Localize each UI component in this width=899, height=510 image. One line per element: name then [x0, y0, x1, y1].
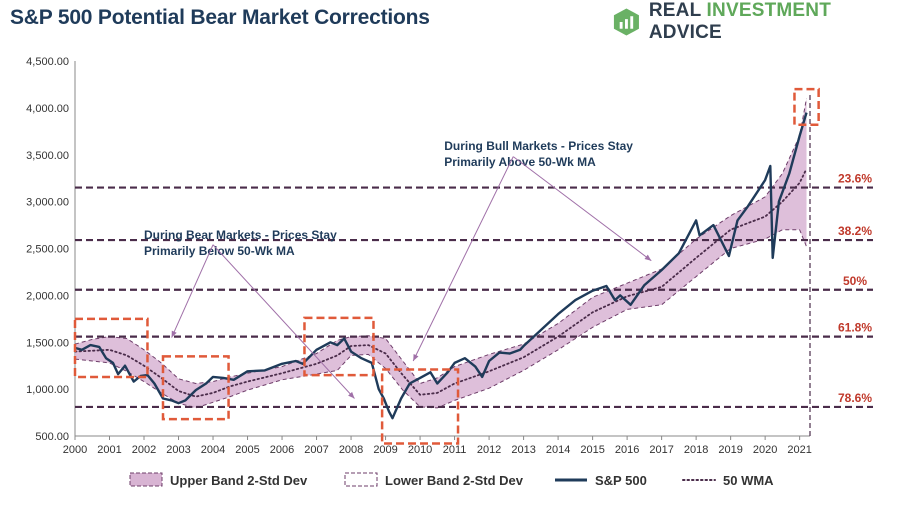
x-tick-label: 2004	[201, 444, 225, 456]
x-tick-label: 2000	[63, 444, 87, 456]
x-tick-label: 2001	[97, 444, 121, 456]
annotation-arrowhead	[171, 330, 177, 338]
x-tick-label: 2020	[753, 444, 777, 456]
annotation-arrow	[171, 244, 214, 338]
legend-label: S&P 500	[595, 473, 647, 488]
x-tick-label: 2008	[339, 444, 363, 456]
y-tick-label: 500.00	[35, 431, 69, 443]
sp500-line	[74, 112, 808, 420]
fib-level-label: 38.2%	[838, 224, 872, 238]
fib-level-label: 78.6%	[838, 391, 872, 405]
y-tick-label: 3,000.00	[26, 197, 69, 209]
x-tick-label: 2014	[546, 444, 570, 456]
annotation-arrow	[512, 156, 652, 262]
highlight-box	[303, 316, 375, 377]
brand-name: REAL INVESTMENT ADVICE	[648, 0, 831, 43]
highlight-box	[793, 87, 820, 126]
y-tick-label: 4,000.00	[26, 103, 69, 115]
brand-logo: REAL INVESTMENT ADVICE	[612, 0, 899, 43]
x-tick-label: 2018	[684, 444, 708, 456]
x-tick-label: 2007	[304, 444, 328, 456]
annotation-text: During Bull Markets - Prices Stay	[444, 139, 633, 153]
y-tick-label: 4,500.00	[26, 56, 69, 68]
chart-title: S&P 500 Potential Bear Market Correction…	[10, 6, 430, 29]
x-tick-label: 2006	[270, 444, 294, 456]
x-tick-label: 2021	[787, 444, 811, 456]
annotation-arrowhead	[644, 254, 652, 261]
x-tick-label: 2019	[718, 444, 742, 456]
x-tick-label: 2016	[615, 444, 639, 456]
annotation-arrow	[412, 156, 514, 362]
y-tick-label: 3,500.00	[26, 150, 69, 162]
fib-level-label: 50%	[843, 274, 867, 288]
wma-line	[74, 167, 808, 398]
legend-label: 50 WMA	[723, 473, 774, 488]
legend-swatch	[344, 472, 378, 487]
x-tick-label: 2013	[511, 444, 535, 456]
annotation-arrowhead	[413, 354, 419, 361]
annotation-arrowhead	[348, 391, 355, 399]
x-tick-label: 2010	[408, 444, 432, 456]
highlight-box	[161, 355, 230, 421]
x-tick-label: 2003	[166, 444, 190, 456]
y-tick-label: 2,000.00	[26, 290, 69, 302]
x-tick-label: 2017	[649, 444, 673, 456]
fib-level-label: 61.8%	[838, 321, 872, 335]
highlight-box	[73, 317, 149, 379]
x-tick-label: 2005	[235, 444, 259, 456]
legend-label: Upper Band 2-Std Dev	[170, 473, 308, 488]
highlight-box	[380, 368, 460, 445]
chart-logo-icon	[613, 8, 639, 36]
y-tick-label: 1,500.00	[26, 337, 69, 349]
x-tick-label: 2011	[443, 444, 467, 456]
y-tick-label: 2,500.00	[26, 244, 69, 256]
y-tick-label: 1,000.00	[26, 384, 69, 396]
x-tick-label: 2009	[373, 444, 397, 456]
x-tick-label: 2012	[477, 444, 501, 456]
annotation-arrow	[212, 244, 355, 399]
legend-label: Lower Band 2-Std Dev	[385, 473, 524, 488]
fib-level-label: 23.6%	[838, 172, 872, 186]
legend-swatch	[129, 472, 163, 487]
x-tick-label: 2015	[580, 444, 604, 456]
x-tick-label: 2002	[132, 444, 156, 456]
annotation-text: During Bear Markets - Prices Stay	[144, 228, 337, 242]
